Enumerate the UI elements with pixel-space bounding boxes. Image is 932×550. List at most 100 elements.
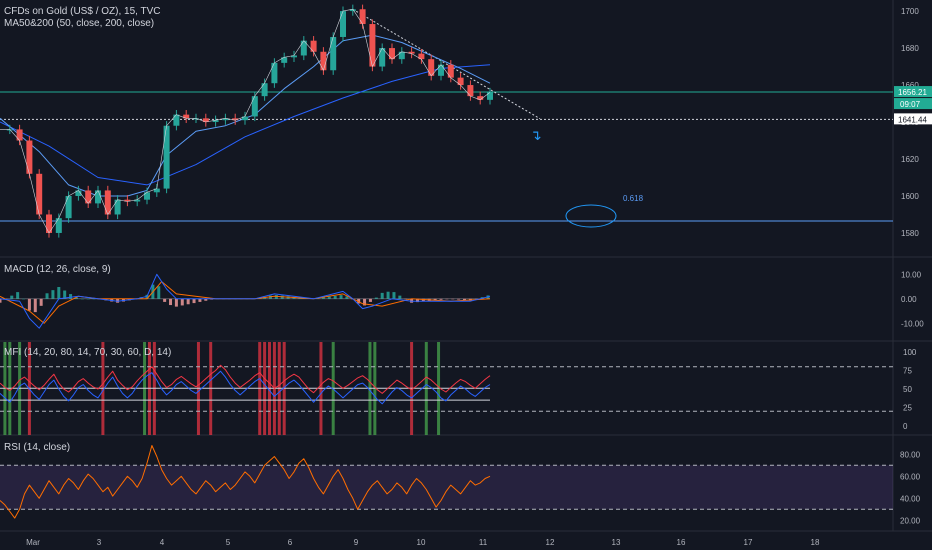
macd-histogram-bar: [451, 298, 455, 300]
macd-histogram-bar: [16, 292, 20, 299]
candle-body: [330, 36, 337, 71]
candle-body: [389, 48, 395, 60]
candle-body: [212, 120, 219, 123]
candle-body: [428, 59, 435, 76]
candle-body: [487, 92, 493, 100]
ma-indicator-label: MA50&200 (50, close, 200, close): [4, 18, 155, 29]
macd-histogram-bar: [474, 298, 478, 300]
macd-histogram-bar: [363, 298, 367, 306]
time-tick-label: Mar: [26, 538, 40, 547]
candle-body: [281, 57, 288, 63]
macd-histogram-bar: [33, 298, 37, 313]
candle-body: [85, 190, 92, 204]
macd-line: [0, 273, 491, 329]
macd-signal-line: [0, 281, 491, 324]
macd-histogram-bar: [415, 298, 419, 303]
macd-histogram-bar: [433, 298, 437, 301]
countdown-badge: [894, 98, 932, 110]
candle-body: [46, 214, 52, 233]
macd-histogram-bar: [163, 298, 167, 302]
macd-histogram-bar: [180, 298, 184, 306]
candle-body: [26, 140, 33, 174]
rsi-tick-label: 60.00: [900, 472, 921, 481]
time-tick-label: 16: [677, 538, 686, 547]
price-tick-label: 1680: [901, 44, 919, 53]
candle-body: [36, 173, 43, 215]
close-price-line: [0, 8, 491, 234]
candle-body: [340, 11, 346, 37]
macd-histogram-bar: [421, 298, 425, 302]
time-tick-label: 9: [354, 538, 359, 547]
mfi-blue-series: [0, 370, 491, 405]
macd-histogram-bar: [10, 295, 14, 299]
time-tick-label: 18: [811, 538, 820, 547]
fib-target-ellipse: [565, 204, 617, 228]
candle-body: [438, 64, 444, 76]
ma200-line: [0, 64, 491, 186]
current-price-badge: [894, 86, 932, 98]
candle-body: [104, 190, 111, 215]
candle-body: [242, 116, 248, 121]
time-tick-label: 3: [97, 538, 102, 547]
time-tick-label: 11: [479, 538, 488, 547]
ma50-line: [0, 34, 491, 197]
candle-body: [398, 51, 405, 60]
countdown-tag: 09:07: [900, 100, 921, 109]
macd-histogram-bar: [186, 298, 190, 305]
time-tick-label: 4: [160, 538, 165, 547]
candle-body: [6, 129, 13, 131]
candle-body: [202, 118, 209, 123]
down-arrow-icon: ↴: [530, 128, 542, 144]
mfi-tick-label: 75: [903, 366, 912, 375]
candle-body: [114, 199, 121, 215]
support-price-badge: [894, 113, 932, 125]
fib-level-label: 0.618: [623, 194, 644, 203]
macd-histogram-bar: [86, 298, 90, 300]
rsi-tick-label: 40.00: [900, 494, 921, 503]
macd-histogram-bar: [51, 290, 55, 299]
macd-histogram-bar: [192, 298, 196, 304]
candle-body: [75, 190, 82, 196]
macd-histogram-bar: [404, 298, 408, 300]
candle-body: [379, 48, 386, 67]
mfi-red-series: [0, 364, 491, 394]
macd-histogram-bar: [333, 295, 337, 299]
candle-body: [447, 64, 454, 78]
candle-body: [457, 77, 464, 86]
macd-histogram-bar: [45, 293, 49, 299]
macd-histogram-bar: [445, 298, 449, 300]
candle-body: [16, 129, 23, 141]
candle-body: [369, 24, 376, 67]
candle-body: [467, 85, 474, 97]
time-tick-label: 12: [546, 538, 555, 547]
candle-body: [222, 118, 229, 121]
macd-histogram-bar: [321, 297, 325, 299]
macd-histogram-bar: [327, 296, 331, 299]
candle-body: [271, 62, 278, 84]
price-tick-label: 1660: [901, 81, 919, 90]
macd-histogram-bar: [57, 287, 61, 299]
downtrend-line: [352, 8, 541, 120]
macd-histogram-bar: [22, 298, 26, 300]
candle-body: [193, 118, 199, 120]
candle-body: [251, 96, 258, 117]
macd-histogram-bar: [92, 298, 96, 300]
time-tick-label: 17: [744, 538, 753, 547]
macd-histogram-bar: [39, 298, 43, 306]
macd-histogram-bar: [439, 298, 443, 300]
macd-histogram-bar: [398, 295, 402, 299]
candle-body: [408, 51, 415, 54]
candle-body: [418, 53, 425, 60]
candle-body: [300, 40, 307, 56]
candle-body: [153, 188, 160, 193]
mfi-tick-label: 50: [903, 385, 912, 394]
time-tick-label: 10: [417, 538, 426, 547]
macd-histogram-bar: [392, 292, 396, 299]
macd-histogram-bar: [198, 298, 202, 302]
mfi-indicator-label: MFI (14, 20, 80, 14, 70, 30, 60, D, 14): [4, 347, 172, 358]
macd-histogram-bar: [157, 286, 161, 299]
macd-histogram-bar: [339, 295, 343, 299]
macd-histogram-bar: [27, 298, 31, 311]
rsi-indicator-label: RSI (14, close): [4, 442, 71, 453]
